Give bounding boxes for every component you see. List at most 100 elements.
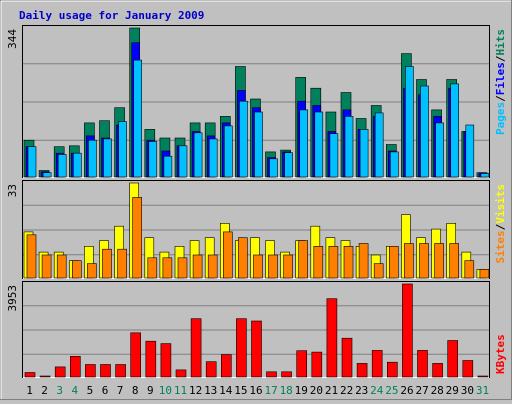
day-label-3: 3: [56, 384, 63, 397]
bar-sites-day-13: [207, 254, 218, 279]
bar-kbytes-day-14: [221, 354, 232, 378]
day-label-19: 19: [295, 384, 308, 397]
bar-sites-day-6: [102, 248, 112, 279]
day-label-9: 9: [147, 384, 154, 397]
day-label-27: 27: [415, 384, 428, 397]
day-label-29: 29: [446, 384, 459, 397]
bar-pages-day-13: [208, 138, 218, 178]
day-label-11: 11: [174, 384, 187, 397]
legend-entry: /: [494, 95, 507, 102]
day-label-12: 12: [189, 384, 202, 397]
bar-sites-day-14: [223, 231, 233, 279]
bar-kbytes-day-31: [477, 375, 489, 378]
bar-pages-day-1: [27, 146, 37, 178]
bar-kbytes-day-28: [432, 363, 443, 378]
bar-kbytes-day-16: [251, 320, 262, 378]
max-value-label-visits-sites: 33: [6, 184, 19, 197]
bar-pages-day-30: [465, 124, 475, 178]
bar-pages-day-3: [57, 154, 67, 178]
bar-sites-day-29: [449, 243, 460, 279]
bar-sites-day-15: [238, 237, 248, 279]
day-label-16: 16: [249, 384, 262, 397]
max-value-label-kbytes: 3953: [6, 285, 19, 312]
bar-kbytes-day-21: [326, 298, 338, 378]
bar-pages-day-16: [254, 111, 263, 178]
bar-sites-day-4: [72, 260, 82, 279]
legend-entry: Pages: [494, 102, 507, 135]
day-label-25: 25: [385, 384, 398, 397]
bar-pages-day-7: [118, 121, 127, 178]
day-label-23: 23: [355, 384, 368, 397]
bar-kbytes-day-20: [311, 351, 323, 378]
bar-pages-day-19: [299, 109, 309, 178]
bar-kbytes-day-5: [85, 364, 96, 378]
bar-pages-day-10: [163, 155, 173, 178]
bar-kbytes-day-6: [100, 364, 111, 378]
day-label-1: 1: [26, 384, 33, 397]
legend-entry: Hits: [494, 29, 507, 56]
bar-kbytes-day-24: [371, 350, 383, 378]
day-label-4: 4: [71, 384, 78, 397]
day-label-20: 20: [310, 384, 323, 397]
bar-pages-day-9: [148, 141, 158, 178]
day-label-28: 28: [431, 384, 444, 397]
bar-sites-day-16: [253, 254, 263, 279]
chart-title: Daily usage for January 2009: [19, 9, 204, 22]
bar-sites-day-27: [419, 243, 429, 279]
bar-pages-day-24: [374, 112, 384, 178]
day-label-17: 17: [264, 384, 277, 397]
bar-sites-day-24: [373, 263, 384, 279]
bar-kbytes-day-19: [296, 350, 308, 378]
legend-entry: KBytes: [494, 334, 507, 374]
bar-kbytes-day-3: [54, 366, 66, 378]
bar-sites-day-22: [343, 246, 354, 279]
bar-kbytes-day-13: [205, 361, 217, 378]
bar-pages-day-23: [359, 129, 369, 178]
bar-pages-day-8: [133, 59, 142, 178]
bar-kbytes-day-15: [236, 318, 247, 378]
bar-sites-day-11: [177, 257, 188, 279]
legend-entry: Files: [494, 62, 507, 95]
day-label-7: 7: [117, 384, 124, 397]
bar-kbytes-day-10: [160, 343, 172, 378]
bar-kbytes-day-25: [386, 361, 398, 378]
day-label-14: 14: [219, 384, 233, 397]
bar-kbytes-day-29: [447, 340, 459, 378]
bar-kbytes-day-23: [356, 363, 368, 378]
bar-pages-day-11: [178, 145, 188, 178]
bar-sites-day-7: [117, 248, 127, 279]
bar-sites-day-28: [434, 243, 444, 279]
bar-sites-day-12: [192, 254, 203, 279]
bar-sites-day-20: [313, 246, 324, 279]
bar-pages-day-14: [224, 125, 233, 178]
bar-kbytes-day-7: [115, 364, 126, 378]
day-label-6: 6: [102, 384, 109, 397]
legend-entry: /: [494, 223, 507, 230]
day-label-8: 8: [132, 384, 139, 397]
bar-pages-day-29: [450, 83, 460, 178]
bar-sites-day-2: [41, 254, 52, 279]
bar-pages-day-17: [269, 158, 278, 178]
legend-hits-files-pages: Pages/Files/Hits: [494, 29, 507, 135]
day-label-21: 21: [325, 384, 338, 397]
bar-sites-day-19: [298, 240, 309, 279]
bar-kbytes-day-17: [266, 371, 277, 378]
bar-pages-day-26: [405, 66, 414, 178]
bar-pages-day-27: [420, 85, 429, 178]
bar-kbytes-day-8: [130, 332, 141, 378]
bar-pages-day-22: [344, 116, 354, 178]
bar-kbytes-day-18: [281, 371, 292, 378]
bar-sites-day-8: [132, 197, 142, 279]
bar-pages-day-12: [193, 132, 203, 178]
bar-sites-day-23: [358, 243, 369, 279]
bar-sites-day-17: [268, 254, 278, 279]
bar-kbytes-day-4: [70, 355, 81, 378]
legend-entry: /: [494, 55, 507, 62]
bar-kbytes-day-22: [341, 337, 353, 378]
day-label-22: 22: [340, 384, 353, 397]
bar-pages-day-6: [103, 138, 112, 178]
day-label-10: 10: [159, 384, 172, 397]
bar-pages-day-2: [42, 172, 52, 178]
